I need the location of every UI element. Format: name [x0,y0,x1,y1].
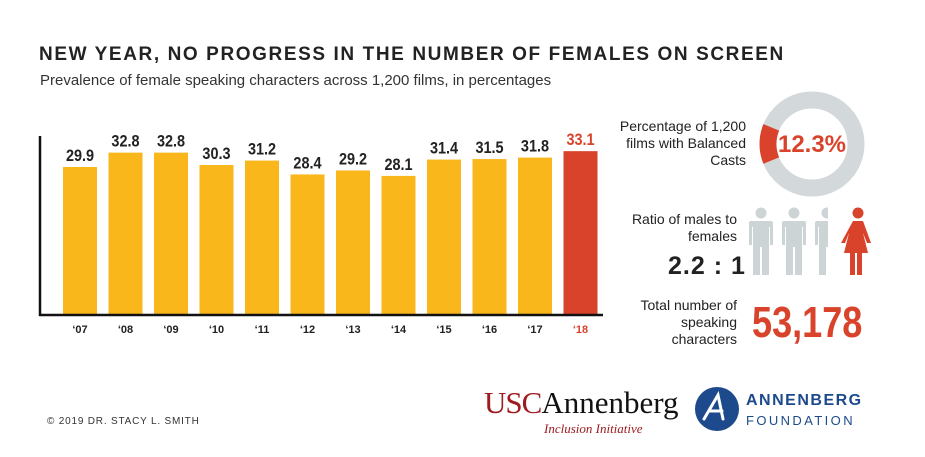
x-tick-label-6: ‘13 [345,324,360,336]
x-tick-label-3: ‘10 [209,324,224,336]
bar-value-label-10: 31.8 [521,138,549,156]
bar-value-label-9: 31.5 [475,139,503,157]
bars-group: 29.9 ‘07 32.8 ‘08 32.8 ‘09 30.3 ‘10 31.2 ‘11 28.4 ‘… [63,131,598,336]
bar-value-label-0: 29.9 [66,147,94,165]
chart-subtitle: Prevalence of female speaking characters… [40,72,552,89]
bar-value-label-11: 33.1 [566,131,594,149]
ratio-label: Ratio of males to females [631,211,737,244]
af-line1: ANNENBERG [746,392,863,409]
bar-value-label-4: 31.2 [248,141,276,159]
x-tick-label-0: ‘07 [72,324,87,336]
partial-male-person-icon [815,207,828,275]
bar-value-label-6: 29.2 [339,150,367,168]
bar-6 [336,170,370,315]
x-tick-label-9: ‘16 [482,324,497,336]
female-person-icon [841,207,871,275]
bar-9 [472,159,507,315]
male-person-icon [782,207,806,275]
bar-value-label-1: 32.8 [111,133,139,151]
balanced-casts-value: 12.3% [778,131,846,158]
bar-1 [108,152,143,315]
bar-value-label-7: 28.1 [384,156,412,174]
total-label: Total number of speaking characters [640,297,738,347]
usc-annenberg-logo: USCAnnenberg Inclusion Initiative [484,387,678,437]
x-tick-label-1: ‘08 [118,324,133,336]
annenberg-text: Annenberg [541,385,679,420]
bar-7 [381,175,416,315]
x-tick-label-2: ‘09 [163,324,178,336]
x-tick-label-5: ‘12 [300,324,315,336]
male-person-icon [749,207,773,275]
bar-4 [245,160,279,315]
bar-11 [563,151,598,315]
balanced-casts-donut: 12.3% [759,91,865,197]
x-tick-label-7: ‘14 [391,324,407,336]
x-tick-label-11: ‘18 [573,324,588,336]
bar-value-label-2: 32.8 [157,133,185,151]
af-line2: FOUNDATION [746,413,855,428]
annenberg-foundation-emblem-icon [695,387,739,431]
bar-5 [290,174,325,315]
inclusion-initiative-text: Inclusion Initiative [544,421,643,436]
bar-10 [518,157,552,315]
people-icons [749,207,871,275]
x-tick-label-4: ‘11 [255,324,270,336]
ratio-value: 2.2 : 1 [668,252,746,280]
bar-2 [154,152,188,315]
chart-title: NEW YEAR, NO PROGRESS IN THE NUMBER OF F… [39,44,785,65]
balanced-casts-label: Percentage of 1,200 films with Balanced … [619,118,746,168]
bar-0 [63,166,97,315]
x-tick-label-10: ‘17 [527,324,542,336]
usc-text: USC [484,385,542,420]
x-tick-label-8: ‘15 [436,324,451,336]
bar-value-label-5: 28.4 [293,154,321,172]
bar-3 [199,165,234,315]
copyright: © 2019 DR. STACY L. SMITH [47,416,200,427]
bar-value-label-3: 30.3 [202,145,230,163]
bar-value-label-8: 31.4 [430,140,458,158]
bar-8 [427,159,461,315]
total-value: 53,178 [752,298,863,347]
